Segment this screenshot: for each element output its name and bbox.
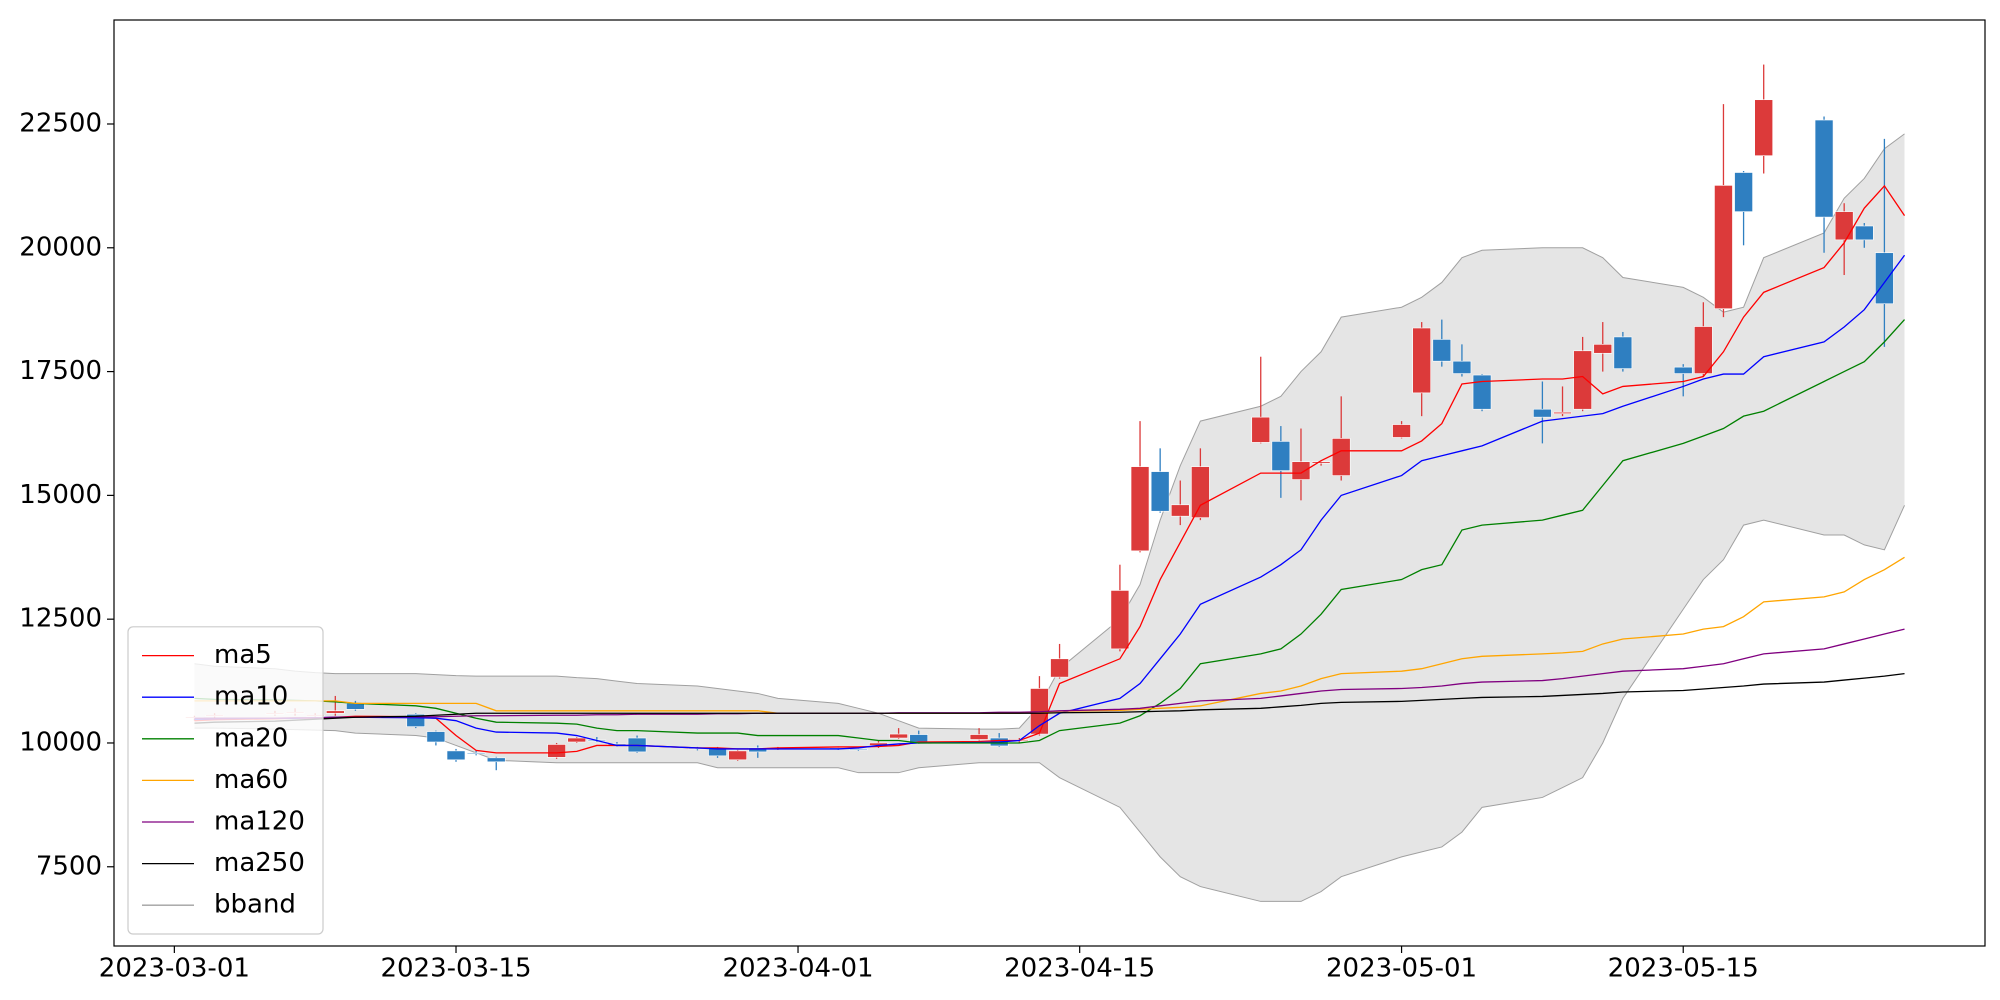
candle-body bbox=[1392, 424, 1411, 438]
candle-body bbox=[1573, 350, 1592, 410]
y-tick-label: 22500 bbox=[19, 108, 102, 138]
candle-body bbox=[1331, 438, 1351, 476]
candle-body bbox=[1694, 326, 1713, 374]
candle-body bbox=[446, 750, 466, 761]
candle-body bbox=[486, 757, 506, 763]
y-tick-label: 20000 bbox=[19, 232, 102, 262]
y-tick-label: 15000 bbox=[19, 480, 102, 510]
ma-line bbox=[194, 628, 1905, 719]
candle-body bbox=[1754, 99, 1773, 156]
legend-label: bband bbox=[214, 890, 296, 920]
x-tick-label: 2023-04-15 bbox=[1004, 954, 1155, 984]
candle-body bbox=[849, 748, 868, 751]
candle-body bbox=[969, 734, 989, 740]
candle-body bbox=[1814, 119, 1834, 218]
candle-body bbox=[1311, 461, 1331, 464]
candle-body bbox=[1130, 466, 1150, 552]
candle-body bbox=[748, 747, 768, 753]
candle-body bbox=[1533, 408, 1552, 418]
x-tick-label: 2023-04-01 bbox=[722, 954, 873, 984]
legend-label: ma250 bbox=[214, 848, 305, 878]
candle-body bbox=[426, 731, 446, 743]
candle-body bbox=[1110, 590, 1130, 650]
plot-frame bbox=[113, 19, 1986, 947]
legend-box bbox=[127, 626, 324, 935]
legend-label: ma10 bbox=[214, 682, 288, 712]
candle-body bbox=[1291, 461, 1311, 480]
plot-area bbox=[185, 64, 1906, 902]
ma-line bbox=[194, 319, 1906, 744]
candle-body bbox=[547, 744, 566, 758]
y-tick-label: 10000 bbox=[19, 727, 102, 757]
ma-line bbox=[194, 673, 1905, 724]
candle-body bbox=[466, 752, 486, 755]
legend: ma5 ma10 ma20 ma60 ma120 ma250 bband bbox=[127, 626, 324, 935]
candle-body bbox=[728, 750, 747, 761]
band-fill bbox=[194, 133, 1905, 902]
candle-body bbox=[1593, 344, 1613, 354]
candle-body bbox=[1875, 252, 1894, 305]
band-upper bbox=[194, 133, 1905, 730]
candle-body bbox=[889, 733, 908, 739]
candle-body bbox=[1714, 185, 1733, 309]
y-tick-label: 17500 bbox=[19, 356, 102, 386]
candle-body bbox=[1251, 416, 1271, 443]
x-tick-label: 2023-03-01 bbox=[99, 954, 250, 984]
candle-body bbox=[1452, 360, 1472, 374]
candle-body bbox=[326, 710, 345, 714]
candle-body bbox=[1854, 225, 1874, 241]
x-tick-label: 2023-03-15 bbox=[380, 954, 531, 984]
x-tick-label: 2023-05-15 bbox=[1608, 954, 1759, 984]
y-tick-label: 12500 bbox=[19, 604, 102, 634]
ma-line bbox=[194, 254, 1906, 750]
candle-body bbox=[1050, 658, 1069, 678]
candle-body bbox=[1432, 339, 1452, 362]
candle-body bbox=[1150, 471, 1170, 512]
candle-body bbox=[1271, 441, 1291, 471]
candle-body bbox=[1553, 411, 1572, 414]
ma-line bbox=[194, 184, 1906, 754]
candle-body bbox=[1834, 211, 1854, 241]
x-tick-label: 2023-05-01 bbox=[1326, 954, 1477, 984]
candle-body bbox=[1170, 504, 1190, 517]
y-tick-label: 7500 bbox=[36, 851, 102, 881]
legend-label: ma60 bbox=[214, 765, 288, 795]
candle-body bbox=[1191, 466, 1210, 518]
legend-label: ma5 bbox=[214, 640, 272, 670]
legend-label: ma120 bbox=[214, 807, 305, 837]
candle-body bbox=[1734, 172, 1753, 212]
candle-body bbox=[1613, 336, 1633, 369]
candle-body bbox=[1673, 366, 1693, 374]
candle-body bbox=[1472, 374, 1492, 410]
legend-label: ma20 bbox=[214, 723, 288, 753]
candle-body bbox=[1412, 327, 1431, 394]
candle-body bbox=[567, 737, 587, 743]
